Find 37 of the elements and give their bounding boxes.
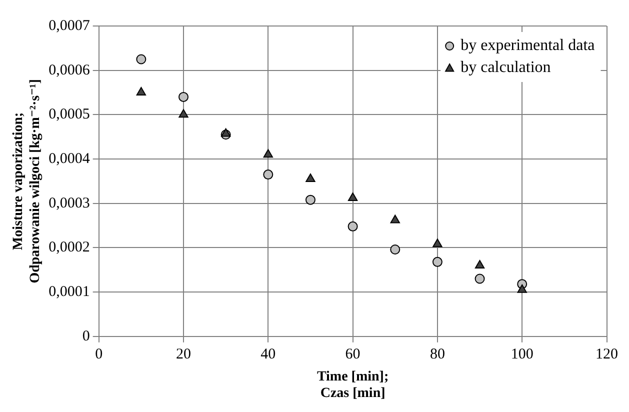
x-axis-title: Time [min]; Czas [min] [316, 369, 389, 402]
y-tick-label: 0,0001 [48, 284, 90, 300]
point [432, 256, 442, 267]
point [220, 128, 231, 137]
point [178, 92, 188, 102]
x-tick-label: 100 [510, 346, 534, 362]
x-tick-label: 80 [430, 346, 445, 362]
point [348, 221, 358, 232]
legend-label: by calculation [460, 59, 551, 76]
x-tick-label: 0 [95, 346, 103, 362]
point [348, 192, 358, 202]
x-tick-label: 60 [345, 346, 360, 362]
y-tick-label: 0,0005 [48, 106, 90, 123]
point [390, 244, 400, 254]
point [263, 149, 273, 158]
y-axis-title: Moisture vaporization; Odparowanie wilgoci [kg·m⁻²·s⁻¹] [11, 79, 43, 284]
x-tick-label: 20 [176, 346, 191, 362]
y-tick-label: 0,0004 [48, 150, 90, 167]
x-tick-label: 40 [260, 346, 276, 362]
y-tick-label: 0 [82, 328, 90, 344]
point [306, 173, 316, 182]
point [474, 274, 485, 284]
y-tick-label: 0,0003 [48, 195, 90, 212]
y-tick-label: 0,0006 [48, 62, 90, 78]
point [474, 260, 485, 268]
point [263, 170, 274, 180]
x-tick-label: 120 [596, 346, 618, 362]
point [432, 238, 442, 248]
point [517, 284, 527, 293]
point [390, 214, 400, 224]
point [136, 87, 146, 96]
legend-label: by experimental data [460, 37, 595, 54]
point [136, 54, 146, 64]
point [178, 109, 188, 118]
point [305, 194, 316, 205]
y-tick-label: 0,0007 [48, 18, 90, 34]
y-tick-label: 0,0002 [48, 240, 90, 256]
